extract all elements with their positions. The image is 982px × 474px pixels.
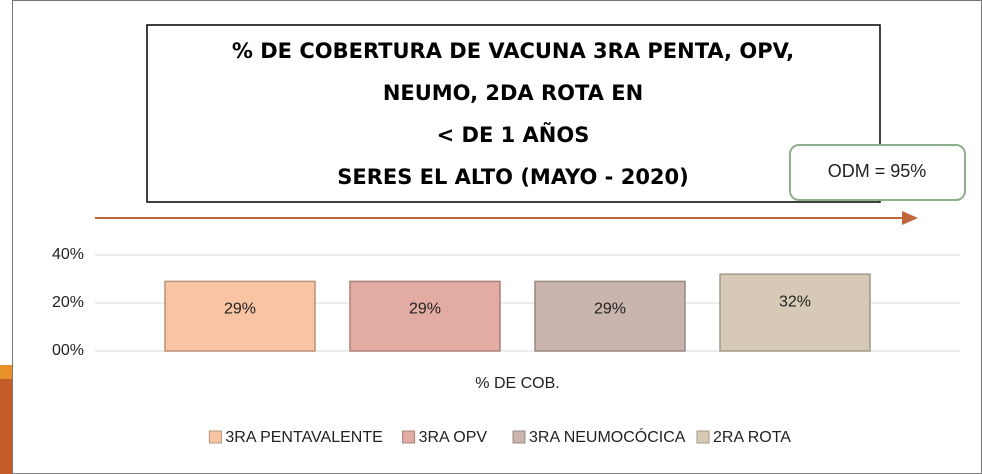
title-line: SERES EL ALTO (MAYO - 2020) xyxy=(337,165,689,189)
annotation: ODM = 95% xyxy=(828,161,927,181)
bar xyxy=(349,280,501,352)
data-label: 29% xyxy=(594,301,626,318)
title-line: < DE 1 AÑOS xyxy=(437,122,590,147)
legend-label: 2RA ROTA xyxy=(713,429,791,446)
annotation-box xyxy=(789,144,966,201)
x-tick-label: % DE COB. xyxy=(475,375,559,392)
data-label: 32% xyxy=(779,293,811,310)
title-box xyxy=(146,24,881,203)
y-tick-label: 20% xyxy=(52,294,84,311)
legend-label: 3RA PENTAVALENTE xyxy=(225,429,382,446)
legend-label: 3RA OPV xyxy=(419,429,488,446)
slide-decoration xyxy=(0,365,12,474)
bar xyxy=(719,273,871,352)
legend-swatch xyxy=(696,430,710,444)
y-tick-label: 00% xyxy=(52,342,84,359)
slide-decoration xyxy=(0,365,12,379)
bar xyxy=(164,280,316,352)
arrow-head xyxy=(902,211,918,225)
y-tick-label: 40% xyxy=(52,246,84,263)
legend-label: 3RA NEUMOCÓCICA xyxy=(529,427,686,446)
data-label: 29% xyxy=(224,301,256,318)
legend-swatch xyxy=(208,430,222,444)
chart-title: % DE COBERTURA DE VACUNA 3RA PENTA, OPV,… xyxy=(232,39,794,189)
legend-swatch xyxy=(402,430,416,444)
legend-swatch xyxy=(512,430,526,444)
bar xyxy=(534,280,686,352)
title-line: NEUMO, 2DA ROTA EN xyxy=(383,81,643,105)
data-label: 29% xyxy=(409,301,441,318)
title-line: % DE COBERTURA DE VACUNA 3RA PENTA, OPV, xyxy=(232,39,794,63)
